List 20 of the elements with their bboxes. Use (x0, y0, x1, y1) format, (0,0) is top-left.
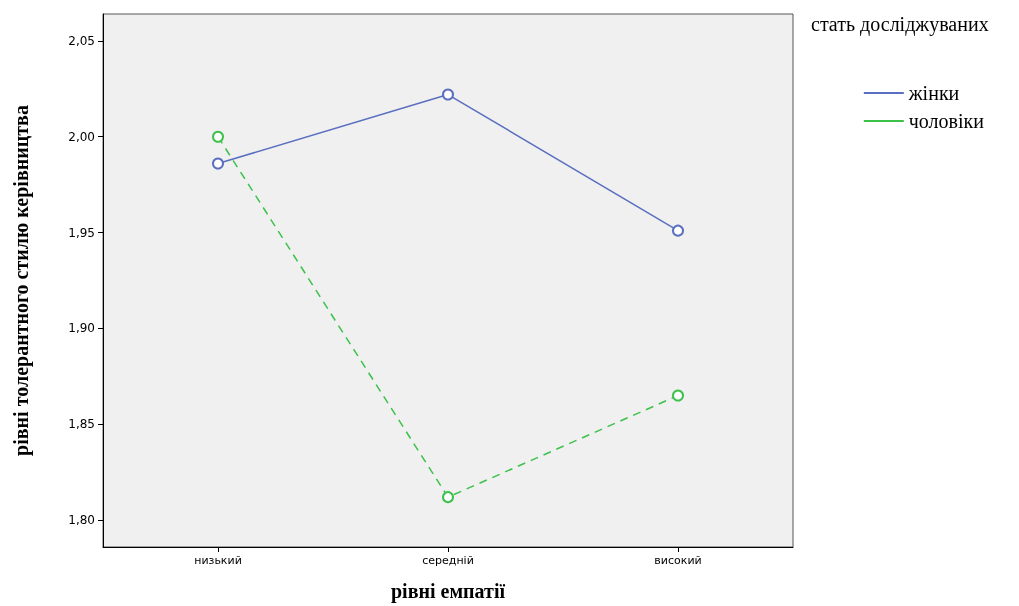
legend-title: стать досліджуваних (811, 13, 989, 36)
y-tick-label: 1,90 (68, 321, 95, 336)
y-tick-label: 2,05 (68, 33, 95, 48)
legend-label: чоловіки (908, 110, 985, 132)
y-tick-label: 2,00 (68, 129, 95, 144)
point (442, 88, 454, 101)
x-tick-label: низький (194, 554, 242, 567)
y-tick-label: 1,80 (68, 513, 95, 528)
point (212, 157, 224, 170)
legend-label: жінки (907, 82, 960, 104)
y-tick-label: 1,85 (68, 417, 95, 432)
y-tick-label: 1,95 (68, 225, 95, 240)
point (442, 491, 454, 504)
point (672, 389, 684, 402)
x-tick-label: середній (422, 554, 474, 567)
point (672, 224, 684, 237)
point (212, 130, 224, 143)
x-axis-title: рівні емпатії (390, 580, 506, 603)
y-axis-title: рівні толерантного стилю керівництва (10, 105, 33, 456)
x-tick-label: високий (654, 554, 702, 567)
